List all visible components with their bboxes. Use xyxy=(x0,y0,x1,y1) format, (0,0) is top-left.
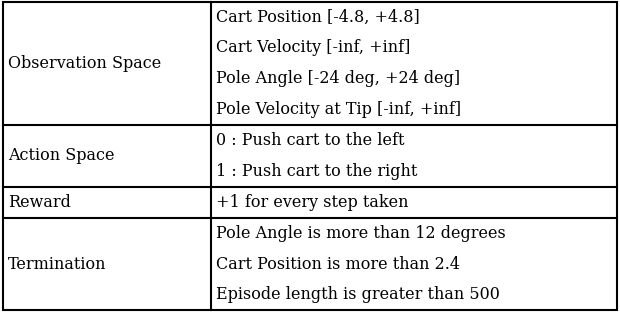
Text: Pole Angle [-24 deg, +24 deg]: Pole Angle [-24 deg, +24 deg] xyxy=(216,70,459,87)
Text: Action Space: Action Space xyxy=(8,148,115,164)
Text: Pole Angle is more than 12 degrees: Pole Angle is more than 12 degrees xyxy=(216,225,505,242)
Text: Termination: Termination xyxy=(8,256,107,273)
Text: +1 for every step taken: +1 for every step taken xyxy=(216,194,408,211)
Text: Cart Velocity [-inf, +inf]: Cart Velocity [-inf, +inf] xyxy=(216,39,410,56)
Text: Cart Position [-4.8, +4.8]: Cart Position [-4.8, +4.8] xyxy=(216,8,419,26)
Text: Cart Position is more than 2.4: Cart Position is more than 2.4 xyxy=(216,256,459,273)
Text: 0 : Push cart to the left: 0 : Push cart to the left xyxy=(216,132,404,149)
Text: Observation Space: Observation Space xyxy=(8,55,161,72)
Text: Pole Velocity at Tip [-inf, +inf]: Pole Velocity at Tip [-inf, +inf] xyxy=(216,101,461,118)
Text: 1 : Push cart to the right: 1 : Push cart to the right xyxy=(216,163,417,180)
Text: Episode length is greater than 500: Episode length is greater than 500 xyxy=(216,286,499,304)
Text: Reward: Reward xyxy=(8,194,71,211)
